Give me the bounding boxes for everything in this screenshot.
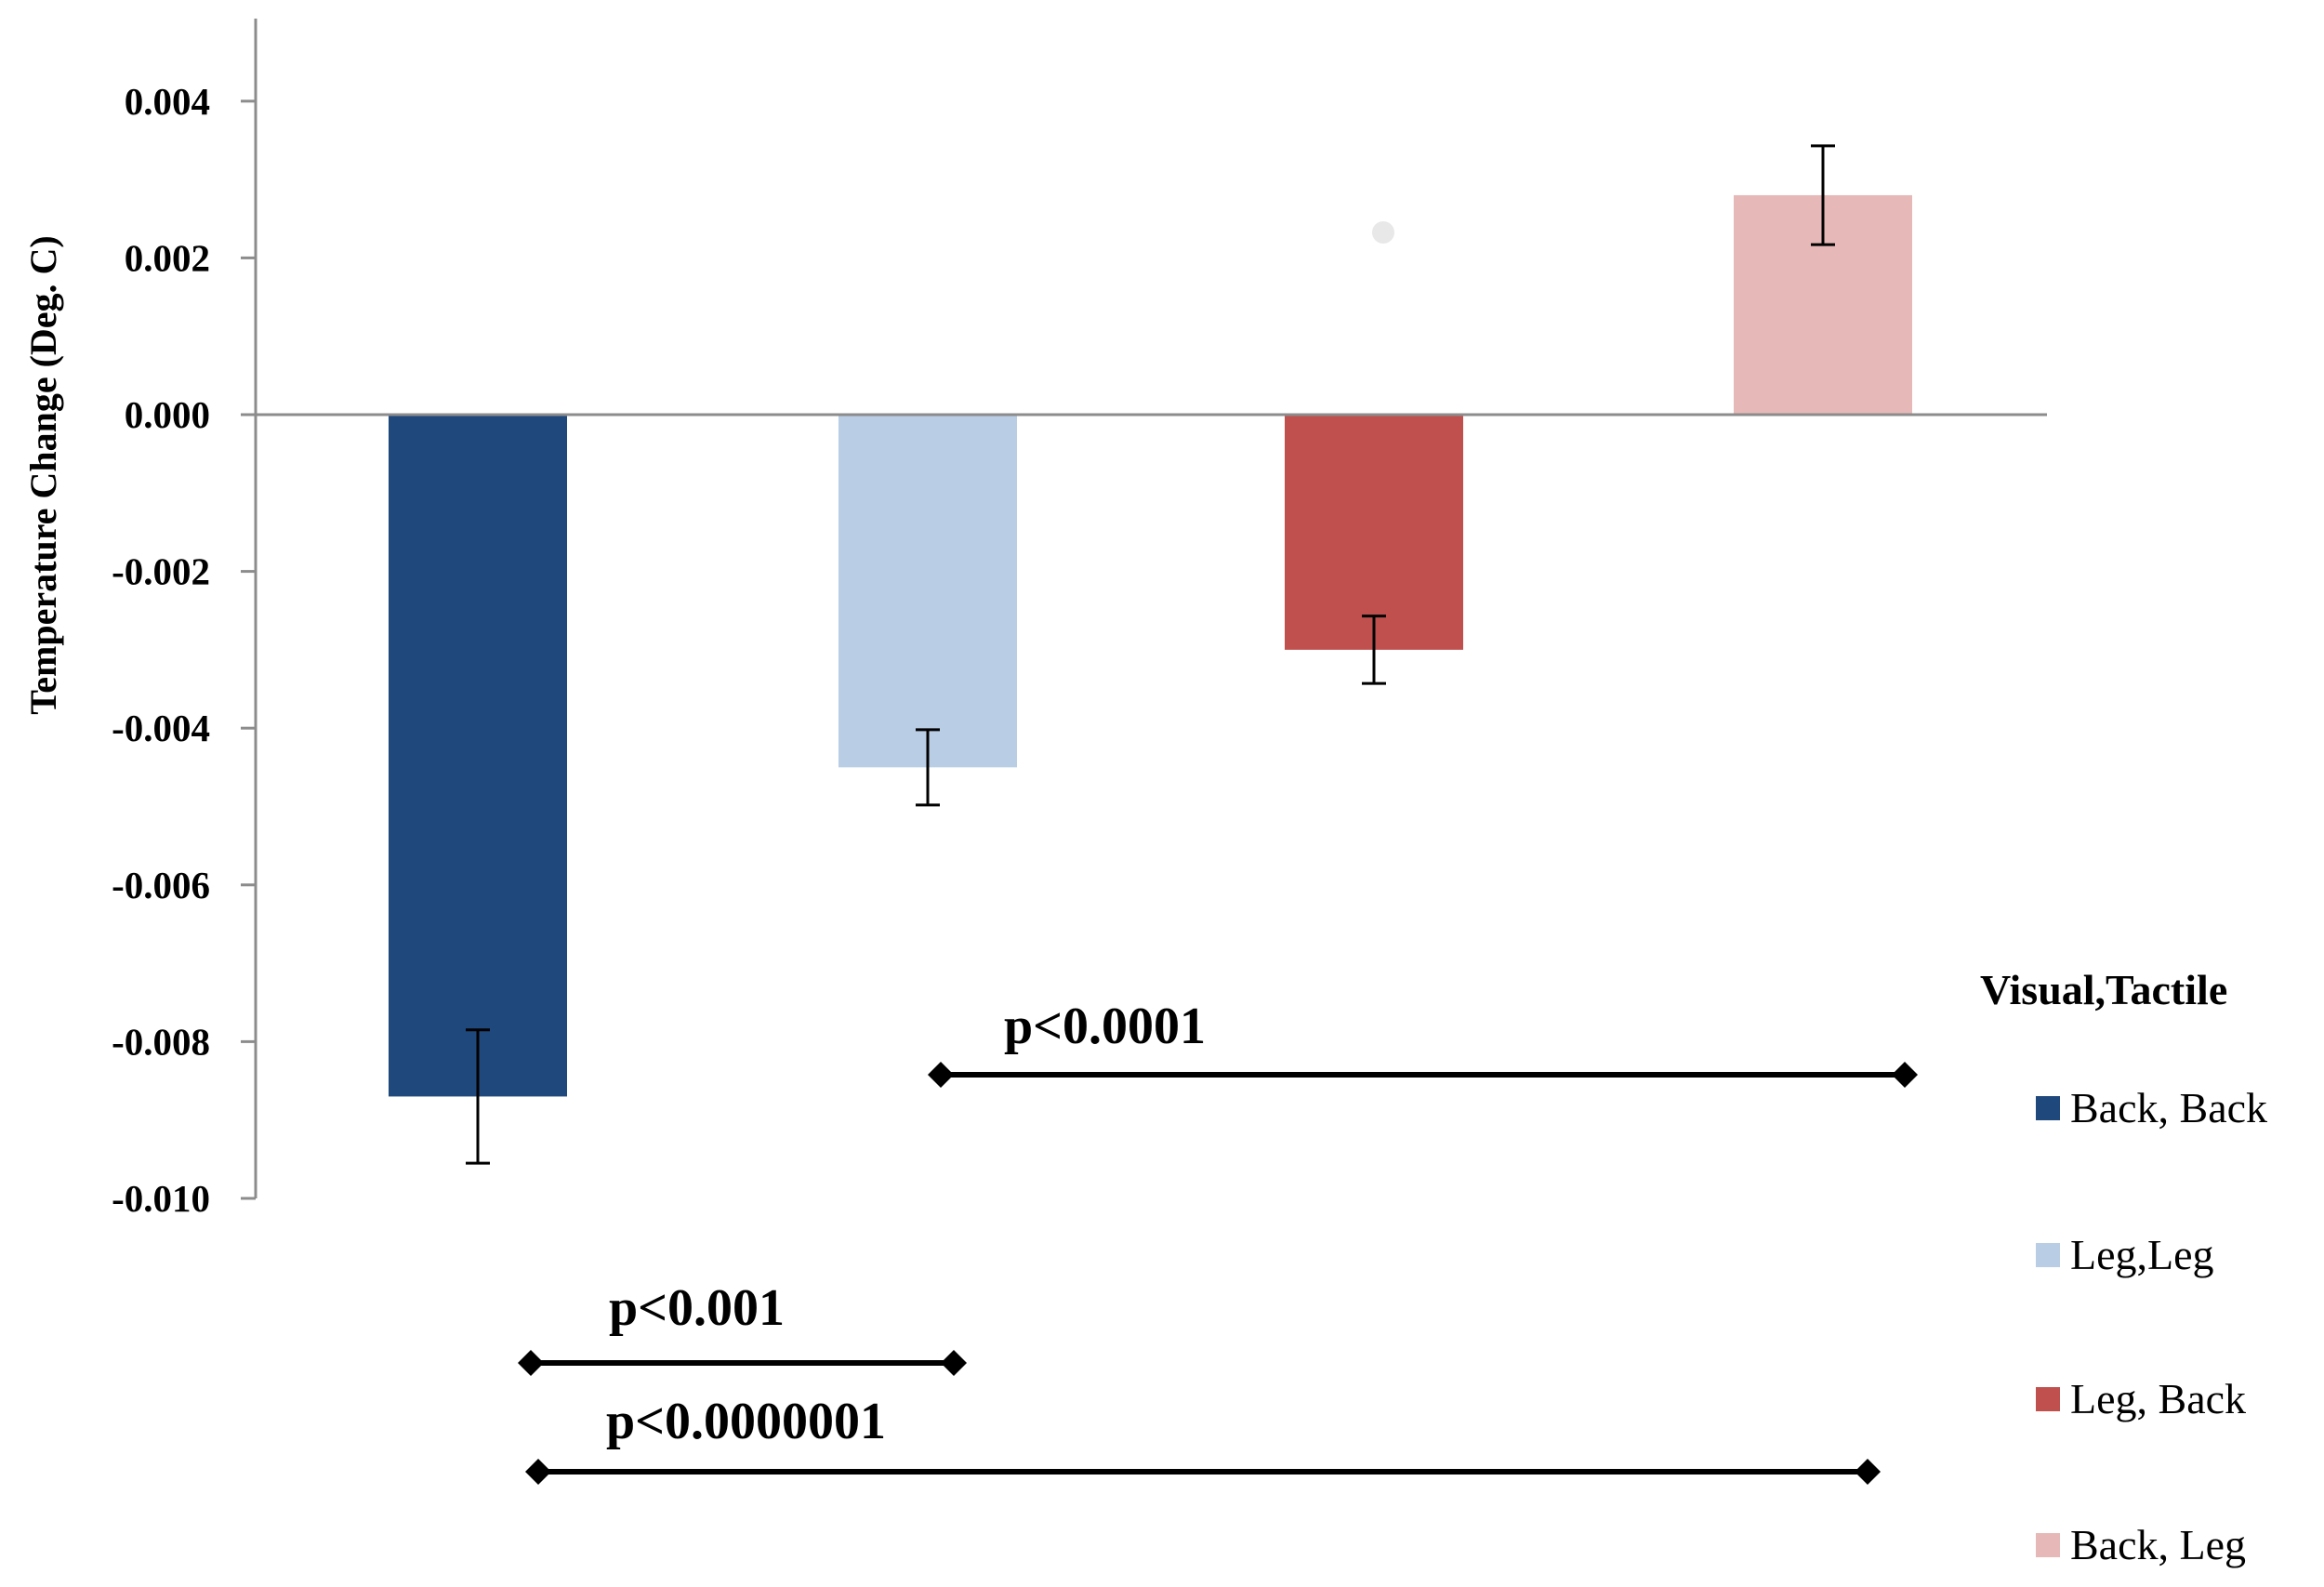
bar-1 [389,415,567,1097]
legend-item-label: Back, Leg [2070,1521,2246,1568]
legend-swatch [2036,1387,2060,1411]
y-tick-label: 0.000 [125,393,210,436]
legend-swatch [2036,1243,2060,1267]
y-tick-label: 0.004 [125,80,210,123]
error-bars [466,144,1835,1165]
diamond-marker-icon [1892,1062,1918,1088]
legend-item-label: Back, Back [2070,1084,2267,1131]
diamond-marker-icon [928,1062,954,1088]
y-tick-label: -0.004 [112,707,210,749]
artifact-dot [1372,221,1394,244]
y-axis-ticks: 0.004 0.002 0.000 -0.002 -0.004 -0.006 -0.008 -… [112,80,256,1220]
y-tick-label: 0.002 [125,236,210,279]
legend-swatch [2036,1533,2060,1557]
diamond-marker-icon [518,1350,544,1376]
bar-2 [838,415,1017,768]
diamond-marker-icon [941,1350,967,1376]
diamond-marker-icon [525,1459,551,1485]
diamond-marker-icon [1855,1459,1881,1485]
significance-label: p<0.001 [609,1279,785,1337]
legend-item-label: Leg, Back [2070,1375,2246,1422]
legend-title: Visual,Tactile [1980,966,2227,1013]
legend-item-label: Leg,Leg [2070,1231,2214,1278]
legend: Visual,Tactile Back, Back Leg,Leg Leg, Back… [1980,966,2267,1568]
significance-annotations: p<0.0001 p<0.001 p<0.0000001 [518,998,1918,1485]
y-tick-label: -0.008 [112,1020,210,1063]
y-tick-label: -0.006 [112,864,210,906]
significance-label: p<0.0000001 [606,1393,886,1450]
bars [389,194,1912,1097]
y-axis-label: Temperature Change (Deg. C) [22,235,64,715]
y-tick-label: -0.010 [112,1177,210,1220]
significance-label: p<0.0001 [1004,998,1206,1055]
bar-3 [1285,415,1463,650]
legend-swatch [2036,1096,2060,1120]
y-tick-label: -0.002 [112,550,210,593]
